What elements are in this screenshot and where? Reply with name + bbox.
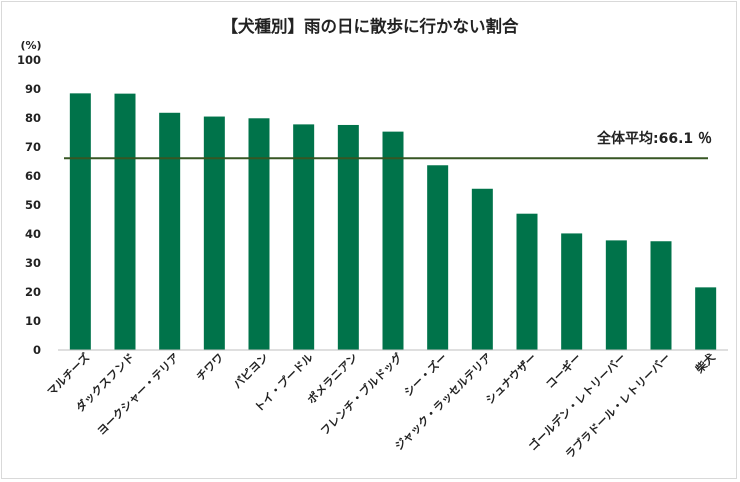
bar — [248, 118, 270, 350]
x-tick-label: パピヨン — [231, 351, 271, 391]
y-axis-ticks: 0 10 20 30 40 50 60 70 80 90 100 — [17, 53, 41, 357]
x-tick-label: コーギー — [543, 350, 584, 391]
bar — [605, 240, 627, 350]
y-tick-label: 40 — [25, 227, 41, 241]
y-tick-label: 100 — [17, 53, 41, 67]
y-tick-label: 20 — [25, 285, 41, 299]
y-axis-unit: (%) — [20, 39, 41, 52]
y-tick-label: 30 — [25, 256, 41, 270]
x-tick-label: マルチーズ — [44, 350, 92, 398]
y-tick-label: 10 — [25, 314, 41, 328]
bar — [203, 116, 225, 350]
bar — [561, 233, 583, 350]
y-tick-label: 70 — [25, 140, 41, 154]
bar — [114, 93, 136, 350]
y-tick-label: 0 — [33, 343, 41, 357]
y-tick-label: 90 — [25, 82, 41, 96]
bar — [337, 124, 359, 351]
bar — [471, 188, 493, 350]
bar — [69, 93, 91, 350]
y-tick-label: 50 — [25, 198, 41, 212]
bar — [650, 241, 672, 350]
average-label: 全体平均:66.1 ％ — [596, 130, 712, 147]
y-tick-label: 80 — [25, 111, 41, 125]
bar — [695, 287, 717, 350]
x-tick-label: ヨークシャー・テリア — [95, 351, 182, 438]
bar — [382, 131, 404, 350]
bar — [293, 124, 315, 350]
bar — [159, 112, 181, 350]
x-tick-label: 柴犬 — [692, 350, 719, 377]
x-tick-label: シー・ズー — [401, 350, 450, 399]
x-tick-label: フレンチ・ブルドッグ — [317, 350, 405, 438]
bar — [427, 165, 449, 350]
chart-title: 【犬種別】雨の日に散歩に行かない割合 — [222, 16, 520, 36]
bar — [516, 213, 538, 350]
y-tick-label: 60 — [25, 169, 41, 183]
x-tick-label: チワワ — [194, 351, 227, 384]
